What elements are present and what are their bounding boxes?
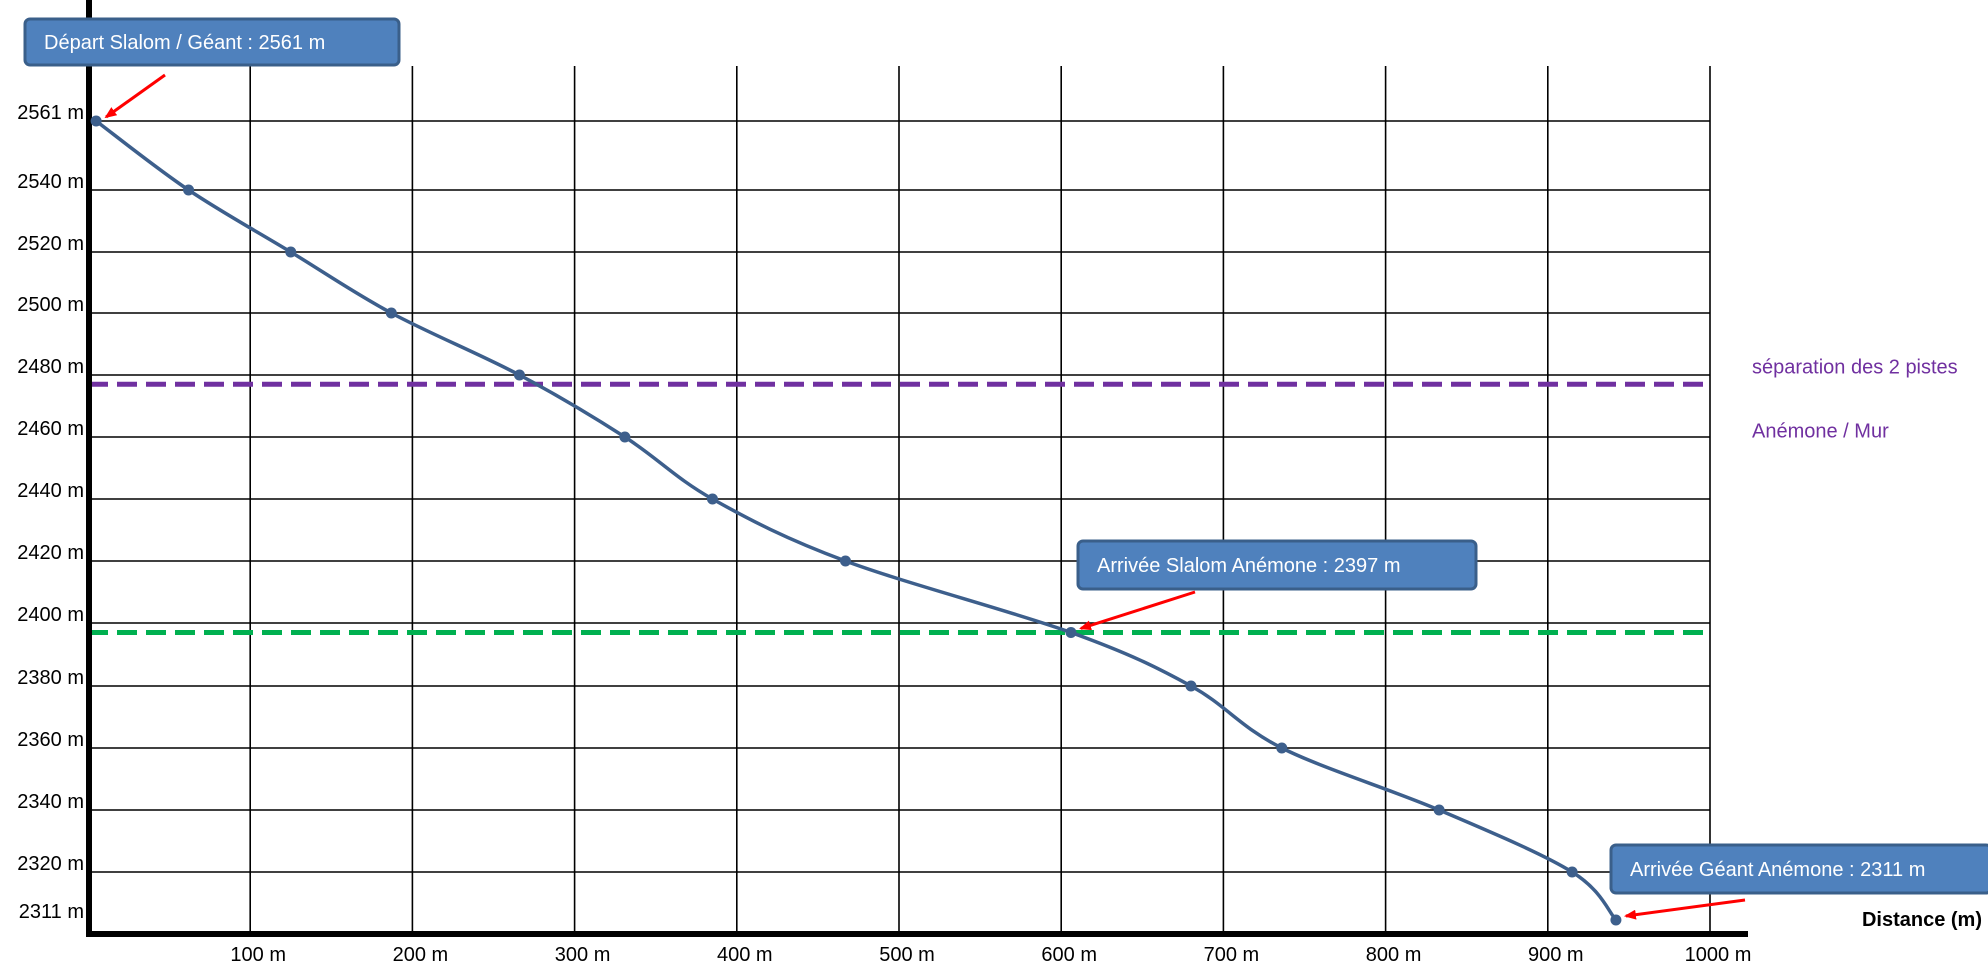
data-point xyxy=(90,115,102,127)
y-tick-label: 2340 m xyxy=(17,791,84,813)
data-point xyxy=(1566,866,1578,878)
y-tick-label: 2500 m xyxy=(17,294,84,316)
data-point xyxy=(1065,626,1077,638)
x-tick-label: 500 m xyxy=(879,944,935,966)
callout-label: Départ Slalom / Géant : 2561 m xyxy=(44,32,325,54)
callout-label: Arrivée Géant Anémone : 2311 m xyxy=(1630,859,1925,881)
reference-line-label: séparation des 2 pistes xyxy=(1752,356,1958,378)
y-tick-label: 2480 m xyxy=(17,356,84,378)
y-tick-label: 2311 m xyxy=(19,901,84,923)
y-tick-label: 2561 m xyxy=(17,102,84,124)
data-point xyxy=(1276,742,1288,754)
data-point xyxy=(1610,914,1622,926)
callout-label: Arrivée Slalom Anémone : 2397 m xyxy=(1097,555,1401,577)
callout-box xyxy=(1609,843,1988,895)
elevation-line xyxy=(95,119,1618,922)
axes xyxy=(86,0,1748,937)
x-tick-label: 400 m xyxy=(717,944,773,966)
y-tick-label: 2440 m xyxy=(17,480,84,502)
x-axis-title: Distance (m) xyxy=(1862,909,1982,931)
y-tick-label: 2520 m xyxy=(17,233,84,255)
y-tick-label: 2320 m xyxy=(17,853,84,875)
callout-box xyxy=(1076,539,1478,591)
data-point xyxy=(513,369,525,381)
x-tick-label: 800 m xyxy=(1366,944,1422,966)
x-tick-label: 900 m xyxy=(1528,944,1584,966)
data-point xyxy=(385,307,397,319)
tick-labels: 2561 m 2540 m 2520 m 2500 m 2480 m 2460 m 2440… xyxy=(17,102,1982,966)
x-tick-label: 200 m xyxy=(393,944,449,966)
data-point xyxy=(706,493,718,505)
reference-line-label: Anémone / Mur xyxy=(1752,420,1889,442)
series xyxy=(90,115,1622,926)
data-point xyxy=(285,246,297,258)
data-point xyxy=(839,555,851,567)
data-point xyxy=(1433,804,1445,816)
grid xyxy=(88,66,1711,934)
callout-arrow xyxy=(1623,898,1746,920)
annotations: Départ Slalom / Géant : 2561 m Arrivée Sl… xyxy=(23,17,1988,920)
callout-box xyxy=(23,17,401,67)
x-tick-label: 300 m xyxy=(555,944,611,966)
y-tick-label: 2400 m xyxy=(17,604,84,626)
data-point xyxy=(1185,680,1197,692)
x-tick-label: 600 m xyxy=(1041,944,1097,966)
x-tick-label: 700 m xyxy=(1204,944,1260,966)
y-tick-label: 2420 m xyxy=(17,542,84,564)
data-point xyxy=(619,431,631,443)
callout-arrow xyxy=(104,73,166,119)
reference-lines: séparation des 2 pistes Anémone / Mur xyxy=(88,356,1958,635)
data-point xyxy=(183,184,195,196)
y-tick-label: 2540 m xyxy=(17,171,84,193)
y-tick-label: 2360 m xyxy=(17,729,84,751)
y-tick-label: 2460 m xyxy=(17,418,84,440)
y-tick-label: 2380 m xyxy=(17,667,84,689)
x-tick-label: 1000 m xyxy=(1685,944,1752,966)
x-tick-label: 100 m xyxy=(230,944,286,966)
callout-arrow xyxy=(1079,590,1196,631)
